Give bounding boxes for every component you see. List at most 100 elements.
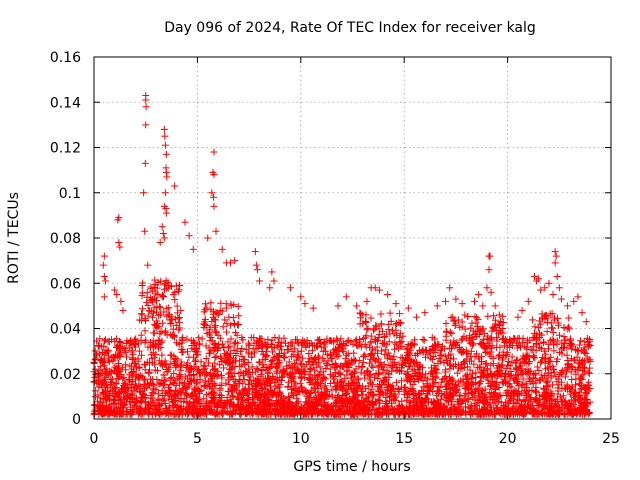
y-tick-label: 0 [72, 412, 81, 428]
data-point [420, 336, 428, 344]
data-point [280, 334, 288, 342]
data-point [334, 302, 342, 310]
data-point [390, 345, 398, 353]
data-point [219, 323, 227, 331]
data-point [461, 325, 469, 333]
data-point [156, 304, 164, 312]
data-point [574, 293, 582, 301]
data-point [131, 339, 139, 347]
data-point [437, 351, 445, 359]
data-point [564, 302, 572, 310]
data-point [195, 334, 203, 342]
data-point [210, 148, 218, 156]
data-point [264, 336, 272, 344]
data-point [486, 252, 494, 260]
y-tick-label: 0.1 [59, 186, 81, 202]
data-point [362, 318, 370, 326]
chart-title: Day 096 of 2024, Rate Of TEC Index for r… [164, 20, 536, 36]
data-point [182, 363, 190, 371]
data-point [309, 304, 317, 312]
data-point [440, 359, 448, 367]
data-point [565, 314, 573, 322]
data-point [296, 379, 304, 387]
data-point [363, 297, 371, 305]
data-point [381, 350, 389, 358]
data-point [142, 121, 150, 129]
data-point [518, 306, 526, 314]
data-point [308, 381, 316, 389]
data-point [582, 318, 590, 326]
y-tick-label: 0.14 [50, 95, 81, 111]
data-point [113, 291, 121, 299]
data-point [210, 202, 218, 210]
data-point [139, 305, 147, 313]
data-point [114, 216, 122, 224]
y-axis-label: ROTI / TECUs [6, 192, 22, 284]
data-point [397, 354, 405, 362]
data-point [140, 189, 148, 197]
data-point [317, 368, 325, 376]
data-point [392, 300, 400, 308]
data-point [96, 342, 104, 350]
data-point [495, 321, 503, 329]
data-point [537, 320, 545, 328]
data-point [184, 359, 192, 367]
data-point [223, 328, 231, 336]
data-point [119, 306, 127, 314]
data-point [485, 266, 493, 274]
data-point [204, 234, 212, 242]
data-point [360, 351, 368, 359]
data-point [355, 356, 363, 364]
data-point [453, 369, 461, 377]
data-point [513, 356, 521, 364]
data-point [441, 383, 449, 391]
data-point [201, 381, 209, 389]
data-point [376, 399, 384, 407]
data-point [149, 313, 157, 321]
data-point [439, 375, 447, 383]
data-point [448, 329, 456, 337]
x-axis-label: GPS time / hours [293, 459, 410, 475]
data-point [171, 182, 179, 190]
data-point [171, 296, 179, 304]
data-point [533, 363, 541, 371]
data-point [551, 248, 559, 256]
data-point [323, 351, 331, 359]
data-point [463, 371, 471, 379]
data-point [234, 394, 242, 402]
data-point [128, 381, 136, 389]
data-point [253, 266, 261, 274]
data-point [238, 352, 246, 360]
data-point [162, 150, 170, 158]
data-point [203, 304, 211, 312]
data-point [302, 342, 310, 350]
data-point [407, 384, 415, 392]
data-point [142, 96, 150, 104]
data-point [367, 314, 375, 322]
data-point [464, 312, 472, 320]
data-point [364, 324, 372, 332]
data-point [160, 234, 168, 242]
data-point [487, 288, 495, 296]
data-point [159, 229, 167, 237]
data-point [181, 218, 189, 226]
data-point [473, 314, 481, 322]
data-point [490, 312, 498, 320]
data-point [396, 368, 404, 376]
data-point [138, 310, 146, 318]
data-point [226, 259, 234, 267]
data-point [159, 292, 167, 300]
data-point [484, 312, 492, 320]
data-point [370, 326, 378, 334]
data-point [113, 343, 121, 351]
data-point [567, 335, 575, 343]
data-point [502, 364, 510, 372]
data-point [551, 259, 559, 267]
data-point [545, 279, 553, 287]
data-point [447, 314, 455, 322]
data-point [531, 323, 539, 331]
y-tick-label: 0.08 [50, 231, 81, 247]
data-point [144, 261, 152, 269]
data-point [524, 297, 532, 305]
data-point [161, 189, 169, 197]
